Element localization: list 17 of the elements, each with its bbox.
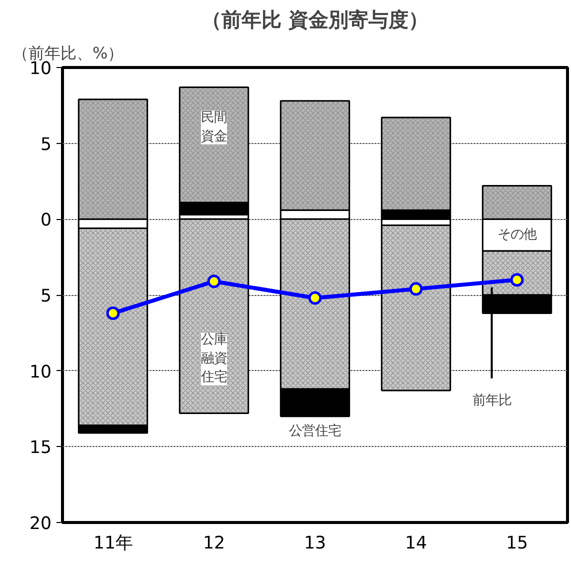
chart-title: （前年比 資金別寄与度） bbox=[202, 8, 428, 32]
series-label: その他 bbox=[498, 228, 536, 243]
y-tick-label: 15 bbox=[29, 438, 52, 458]
series-label: 公庫融資住宅 bbox=[200, 332, 227, 386]
series-label: 民間資金 bbox=[201, 110, 227, 144]
x-tick-label: 15 bbox=[506, 534, 528, 554]
y-tick-label: 5 bbox=[40, 286, 52, 306]
x-tick-label: 14 bbox=[404, 534, 428, 554]
y-tick-label: 10 bbox=[29, 362, 52, 382]
text: 前年比 bbox=[472, 394, 512, 409]
series-label: 公営住宅 bbox=[289, 423, 341, 439]
y-tick-label: 20 bbox=[29, 514, 52, 534]
x-tick-label: 11年 bbox=[93, 534, 133, 554]
x-tick-label: 12 bbox=[202, 534, 226, 554]
y-tick-label: 0 bbox=[40, 210, 52, 231]
y-tick-label: 5 bbox=[40, 134, 52, 155]
x-tick-label: 13 bbox=[304, 534, 326, 554]
